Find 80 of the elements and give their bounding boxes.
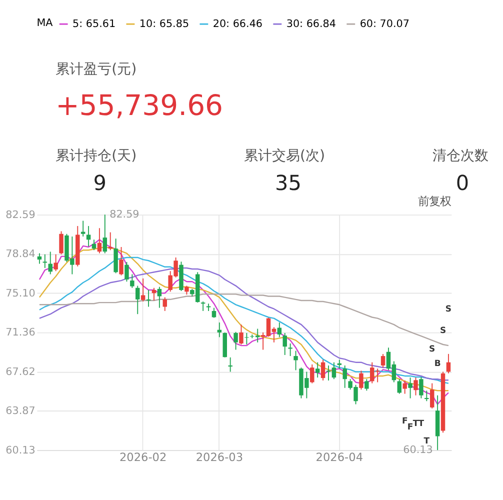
candlestick <box>130 274 134 288</box>
text: 0 <box>456 171 470 196</box>
candlestick <box>102 214 108 254</box>
annotation: S <box>440 324 446 335</box>
candlestick <box>419 376 424 399</box>
candlestick <box>59 230 64 255</box>
text: 35 <box>275 171 302 196</box>
text: +55,739.66 <box>56 88 224 122</box>
candlestick <box>54 254 58 272</box>
legend-label: 20: 66.46 <box>212 18 263 30</box>
candlestick <box>92 239 96 251</box>
candlestick <box>136 285 140 315</box>
legend-label: 30: 66.84 <box>286 18 336 30</box>
y-tick-label: 71.36 <box>6 326 36 339</box>
candlestick <box>320 359 326 381</box>
candlestick <box>244 332 249 345</box>
y-tick-label: 67.62 <box>6 366 36 378</box>
candlestick <box>277 322 282 338</box>
candlestick <box>424 390 429 402</box>
annotation: B <box>434 358 441 368</box>
candlestick <box>152 287 156 301</box>
candlestick <box>239 324 244 345</box>
annotation: T <box>412 418 419 428</box>
candlestick <box>446 353 451 374</box>
text: 累计持仓(天) <box>56 148 137 164</box>
y-tick-label: 60.13 <box>6 444 36 456</box>
candlestick <box>359 370 364 390</box>
text: 清仓次数 <box>432 148 488 164</box>
annotation: T <box>418 418 424 428</box>
y-tick-label: 63.87 <box>6 405 36 418</box>
candlestick <box>282 332 287 356</box>
legend-label: 5: 65.61 <box>72 18 116 30</box>
annotation: S <box>445 304 452 314</box>
candlestick <box>86 226 91 247</box>
y-tick-label: 75.10 <box>6 287 36 300</box>
candlestick <box>408 377 412 399</box>
candlestick <box>310 364 314 384</box>
text: 累计交易(次) <box>244 148 325 164</box>
text: 9 <box>93 171 106 196</box>
candlestick <box>294 350 298 371</box>
legend-title: MA <box>36 17 53 30</box>
candlestick <box>402 380 407 394</box>
annotation: F <box>402 415 408 426</box>
y-tick-label: 82.59 <box>6 208 36 221</box>
candlestick <box>342 365 347 388</box>
annotation: F <box>407 421 414 432</box>
candlestick <box>217 322 222 338</box>
candlestick <box>119 246 124 276</box>
candlestick <box>140 278 146 302</box>
candlestick <box>430 382 434 409</box>
candlestick <box>37 252 42 264</box>
candlestick <box>157 286 162 308</box>
candlestick <box>114 238 118 274</box>
legend-label: 10: 65.85 <box>139 18 190 30</box>
x-tick-label: 2026-02 <box>119 450 167 464</box>
x-tick-label: 2026-04 <box>316 450 363 464</box>
candlestick <box>380 353 386 368</box>
candlestick <box>97 228 102 254</box>
candlestick <box>315 362 320 378</box>
candlestick <box>364 378 369 392</box>
text: 前复权 <box>418 195 452 208</box>
candlestick <box>212 307 216 318</box>
legend-label: 60: 70.07 <box>360 18 410 30</box>
candlestick <box>288 342 292 357</box>
candlestick <box>228 356 232 372</box>
annotation: T <box>424 435 430 446</box>
x-tick-label: 2026-03 <box>196 450 244 464</box>
annotation: 82.59 <box>110 208 140 220</box>
candlestick <box>234 331 238 350</box>
text: 累计盈亏(元) <box>56 61 137 78</box>
candlestick <box>397 378 402 394</box>
candlestick <box>162 296 168 312</box>
candlestick <box>108 232 112 251</box>
candlestick <box>124 262 129 282</box>
line-series <box>38 294 450 346</box>
candlestick <box>48 251 52 275</box>
candlestick <box>414 377 418 396</box>
annotation: S <box>429 344 436 354</box>
annotation: 60.13 <box>403 444 433 456</box>
y-tick-label: 78.84 <box>6 248 36 260</box>
